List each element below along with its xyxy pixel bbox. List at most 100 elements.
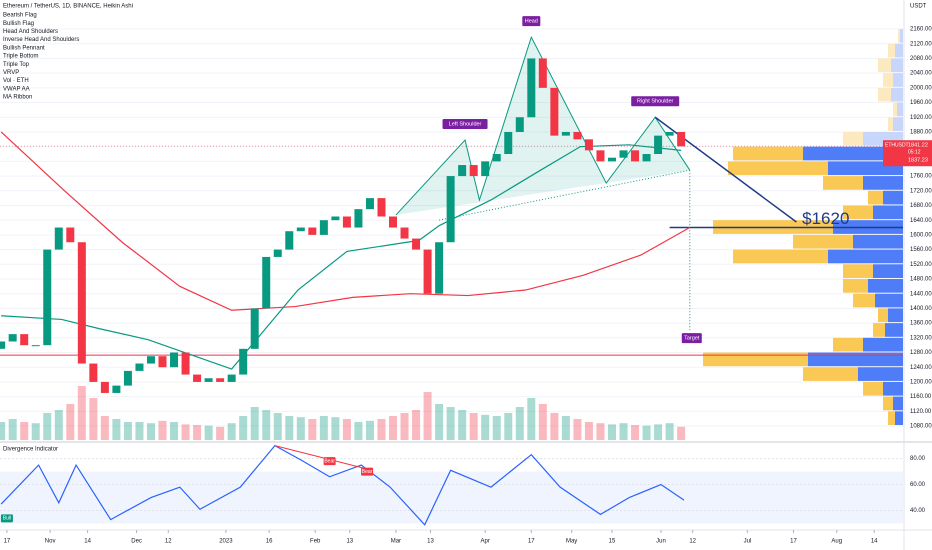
- profile-buy: [895, 43, 903, 58]
- divergence-line: [0, 444, 685, 526]
- profile-buy: [858, 367, 903, 381]
- pattern-label-box: [631, 96, 680, 107]
- profile-buy: [895, 411, 903, 426]
- profile-buy: [885, 323, 903, 337]
- candle: [181, 352, 190, 375]
- candle: [584, 139, 593, 151]
- y-tick-label: 2160.00: [910, 27, 932, 33]
- x-tick-label: Apr: [481, 539, 490, 545]
- profile-buy: [891, 87, 903, 102]
- candle: [435, 242, 444, 294]
- candle: [250, 308, 259, 349]
- symbol: Ethereum / TetherUS, 1D, BINANCE, Heikin…: [3, 4, 133, 10]
- volume-bar: [285, 416, 294, 440]
- divergence-tag-label: Bear: [362, 469, 373, 475]
- volume-bar: [112, 419, 121, 440]
- candle: [400, 227, 409, 239]
- candle: [216, 378, 225, 382]
- divergence-tag-label: Bear: [324, 459, 335, 465]
- profile-sell: [793, 234, 853, 249]
- profile-buy: [853, 234, 903, 249]
- candle: [273, 249, 282, 257]
- profile-sell: [823, 176, 863, 190]
- profile-buy: [883, 381, 903, 396]
- indicator-name: Triple Bottom: [3, 54, 38, 60]
- x-tick-label: 17: [528, 539, 535, 545]
- candle: [331, 216, 340, 221]
- volume-bar: [308, 419, 317, 440]
- x-tick-label: 12: [689, 539, 696, 545]
- volume-bar: [631, 425, 640, 440]
- pattern-label: Head: [525, 19, 538, 25]
- divergence-tag: Bear: [323, 457, 336, 466]
- volume-bar: [239, 416, 248, 440]
- level-label: $1620: [802, 209, 849, 228]
- y-tick-label: 1640.00: [910, 218, 932, 224]
- volume-bar: [665, 423, 674, 440]
- indicator-name: VRVP: [3, 70, 19, 76]
- profile-buy: [893, 396, 903, 411]
- profile-buy: [863, 337, 903, 352]
- profile-buy: [808, 352, 903, 367]
- volume-bar: [216, 426, 225, 440]
- profile-sell: [883, 73, 893, 87]
- candle: [123, 370, 132, 386]
- divergence-tag: Bull: [0, 514, 13, 523]
- divergence-tag-label: Bull: [3, 516, 11, 522]
- profile-buy: [893, 73, 903, 87]
- y-tick-label: 1920.00: [910, 115, 932, 121]
- divergence-segment: [274, 445, 368, 470]
- volume-bar: [584, 422, 593, 440]
- volume-bar: [204, 425, 213, 440]
- y-tick-label: 1560.00: [910, 247, 932, 253]
- candle: [412, 238, 421, 250]
- profile-sell: [893, 102, 897, 117]
- profile-sell: [833, 337, 863, 352]
- candle: [262, 256, 271, 309]
- y-tick-label: 1960.00: [910, 100, 932, 106]
- volume-bar: [389, 416, 398, 440]
- profile-sell: [878, 58, 891, 73]
- candle: [319, 220, 328, 235]
- y-tick-label: 1520.00: [910, 262, 932, 268]
- x-tick-label: Feb: [310, 539, 321, 545]
- candle: [677, 131, 686, 147]
- volume-bar: [677, 426, 686, 440]
- indicator-name: VWAP AA: [3, 86, 30, 92]
- y-tick-label: 2120.00: [910, 41, 932, 47]
- candle: [619, 150, 628, 158]
- x-tick-label: Nov: [45, 539, 56, 545]
- volume-bar: [0, 422, 6, 440]
- x-tick-label: 14: [84, 539, 91, 545]
- candle: [43, 249, 52, 346]
- candle: [31, 345, 40, 347]
- y-tick-label: 1360.00: [910, 321, 932, 327]
- profile-buy: [863, 176, 903, 190]
- y-tick-label: 2080.00: [910, 56, 932, 62]
- candle: [146, 356, 155, 364]
- profile-buy: [900, 29, 903, 43]
- indicator-name: Bullish Flag: [3, 21, 34, 27]
- x-tick-label: Jun: [656, 539, 666, 545]
- profile-sell: [898, 29, 900, 43]
- profile-buy: [875, 293, 903, 308]
- indicator-name: Vol · ETH: [3, 78, 29, 84]
- moving-average: [1, 144, 682, 370]
- target-label-box: [681, 333, 702, 344]
- indicator-name: Inverse Head And Shoulders: [3, 37, 79, 43]
- profile-buy: [883, 190, 903, 205]
- pattern-label-box: [442, 119, 488, 130]
- candle: [227, 374, 236, 382]
- divergence-tag: Bear: [361, 467, 374, 476]
- candle: [239, 348, 248, 375]
- volume-bar: [561, 416, 570, 440]
- profile-buy: [868, 278, 903, 293]
- y-tick-label: 60.00: [910, 482, 926, 488]
- volume-bar: [250, 407, 259, 440]
- candle: [377, 198, 386, 217]
- profile-sell: [843, 131, 863, 146]
- volume-bar: [412, 410, 421, 440]
- y-tick-label: 1480.00: [910, 277, 932, 283]
- volume-bar: [20, 422, 29, 440]
